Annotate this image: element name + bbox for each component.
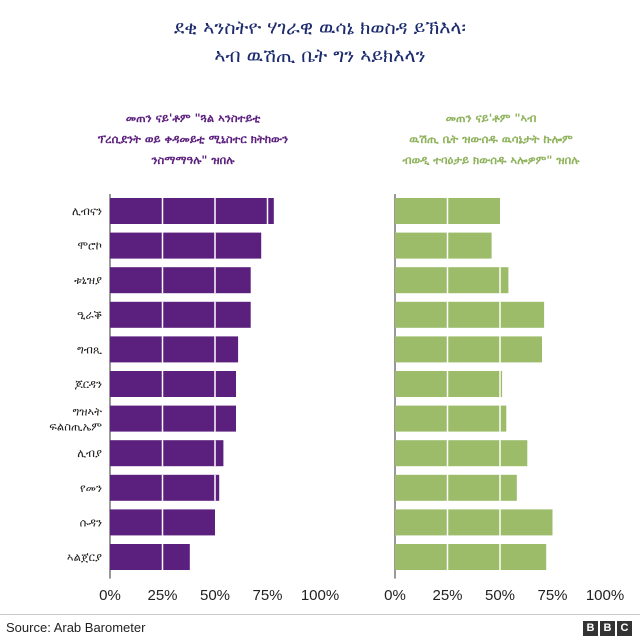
tick-label: 0% (384, 587, 406, 604)
tick-label: 0% (99, 587, 121, 604)
tick-label: 100% (586, 587, 624, 604)
bar (110, 405, 236, 432)
category-label: ኣልጀርያ (67, 550, 102, 564)
right-panel-title: መጠን ናይ'ቶም "ኣብ ዉሽጢ ቤት ዝውሰዱ ዉሳኔታት ኩሎም ብወዲ … (356, 108, 626, 171)
right-panel-title-line: መጠን ናይ'ቶም "ኣብ (445, 111, 537, 125)
bar (395, 509, 553, 536)
bar (110, 232, 262, 259)
bar (395, 267, 509, 294)
bar (110, 474, 220, 501)
bar (110, 544, 190, 570)
right-panel-title-line: ዉሽጢ ቤት ዝውሰዱ ዉሳኔታት ኩሎም (409, 132, 573, 146)
tick-label: 50% (485, 587, 515, 604)
logo-letter: B (600, 621, 615, 636)
bar (395, 371, 503, 397)
logo-letter: C (617, 621, 632, 636)
bar (395, 232, 492, 259)
left-panel-title: መጠን ናይ'ቶም "ጓል ኣንስተይቲ ፕረሲደንት ወይ ቀዳመይቲ ሚኒስ… (58, 108, 328, 171)
category-label: ሞሮኮ (78, 239, 103, 253)
tick-label: 75% (537, 587, 567, 604)
bar (395, 336, 542, 363)
left-panel-title-line: መጠን ናይ'ቶም "ጓል ኣንስተይቲ (125, 111, 261, 125)
bar (395, 405, 507, 432)
tick-label: 25% (432, 587, 462, 604)
logo-letter: B (583, 621, 598, 636)
right-panel-title-line: ብወዲ ተባዕታይ ክውሰዱ ኣሎዎም" ዝበሉ (402, 153, 580, 167)
tick-label: 75% (252, 587, 282, 604)
bar (110, 336, 239, 363)
category-label: ጆርዳን (75, 377, 102, 391)
title-line: ደቂ ኣንስትዮ ሃገራዊ ዉሳኔ ክወስዳ ይኽእላ፡ (173, 17, 467, 39)
tick-label: 100% (301, 587, 339, 604)
tick-label: 50% (200, 587, 230, 604)
chart-title: ደቂ ኣንስትዮ ሃገራዊ ዉሳኔ ክወስዳ ይኽእላ፡ ኣብ ዉሽጢ ቤት ግ… (0, 14, 640, 70)
bar (395, 301, 545, 328)
category-label: ግብጺ (77, 342, 103, 356)
bar (395, 440, 528, 467)
category-label: ሊብያ (77, 446, 102, 460)
left-panel-title-line: ፕረሲደንት ወይ ቀዳመይቲ ሚኒስተር ክትከውን (97, 132, 289, 146)
bar (395, 544, 547, 570)
bbc-logo: B B C (583, 621, 632, 636)
bar (110, 301, 251, 328)
tick-label: 25% (147, 587, 177, 604)
category-label: ሱዳን (80, 515, 102, 529)
category-label: ቱኒዝያ (74, 273, 102, 287)
category-label: ሊብናን (72, 204, 102, 218)
left-panel-title-line: ንስማማዓሉ" ዝበሉ (151, 153, 235, 167)
source-note: Source: Arab Barometer (6, 620, 146, 635)
bar (395, 474, 517, 501)
category-label: ግዝኣት ፍልስጢኤም (49, 405, 102, 434)
footer-divider (0, 614, 640, 615)
bar (110, 267, 251, 294)
bar (110, 440, 224, 467)
category-label: የመን (80, 481, 102, 495)
bar (110, 371, 236, 397)
title-line: ኣብ ዉሽጢ ቤት ግን ኣይክእላን (214, 45, 426, 67)
bar (110, 198, 274, 224)
category-label: ዒራቕ (77, 308, 103, 322)
